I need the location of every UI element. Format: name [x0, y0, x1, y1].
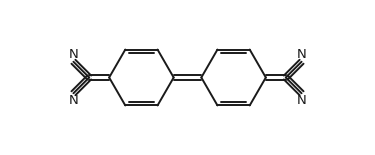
- Text: N: N: [69, 48, 78, 60]
- Text: N: N: [69, 95, 78, 107]
- Text: N: N: [297, 95, 306, 107]
- Text: N: N: [297, 48, 306, 60]
